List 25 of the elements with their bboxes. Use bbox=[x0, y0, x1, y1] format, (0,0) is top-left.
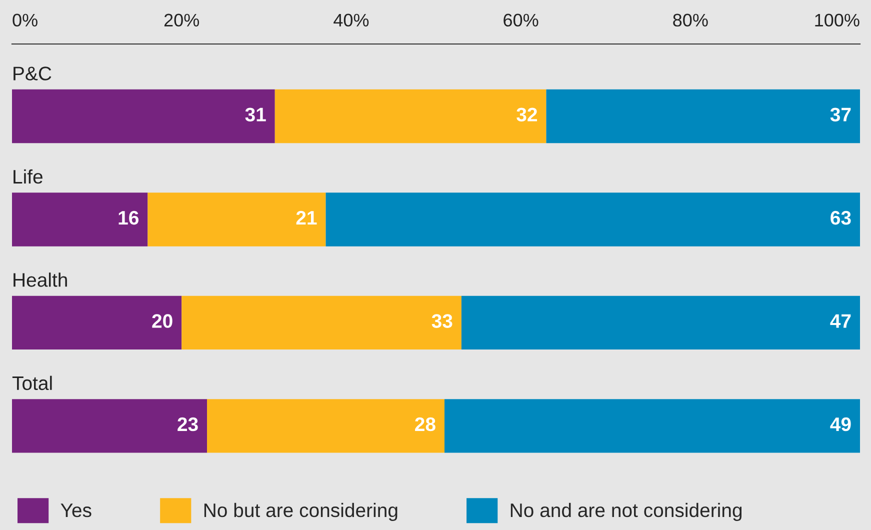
data-label: 23 bbox=[178, 417, 198, 432]
legend-label: No but are considering bbox=[204, 502, 398, 522]
data-label: 21 bbox=[296, 210, 317, 225]
legend-label: No and are not considering bbox=[510, 502, 742, 522]
y-tick-label: Total bbox=[12, 376, 52, 390]
x-tick-label: 0% bbox=[12, 14, 38, 27]
data-label: 33 bbox=[432, 314, 452, 328]
x-tick-label: 60% bbox=[504, 14, 538, 27]
legend-label: Yes bbox=[60, 504, 92, 518]
data-label: 32 bbox=[516, 108, 537, 122]
data-label: 20 bbox=[152, 314, 172, 328]
data-label: 63 bbox=[830, 210, 851, 225]
data-label: 49 bbox=[830, 417, 851, 432]
x-tick-label: 40% bbox=[334, 14, 369, 27]
data-label: 47 bbox=[830, 314, 851, 328]
x-tick-label: 20% bbox=[164, 14, 200, 27]
y-tick-label: P&C bbox=[14, 66, 52, 80]
data-label: 37 bbox=[830, 108, 851, 122]
y-tick-label: Health bbox=[14, 272, 67, 287]
data-label: 28 bbox=[415, 417, 436, 432]
data-label: 16 bbox=[118, 210, 138, 225]
x-tick-label: 100% bbox=[815, 14, 860, 27]
y-tick-label: Life bbox=[14, 169, 42, 184]
x-tick-label: 80% bbox=[673, 14, 708, 27]
data-label: 31 bbox=[245, 108, 266, 122]
